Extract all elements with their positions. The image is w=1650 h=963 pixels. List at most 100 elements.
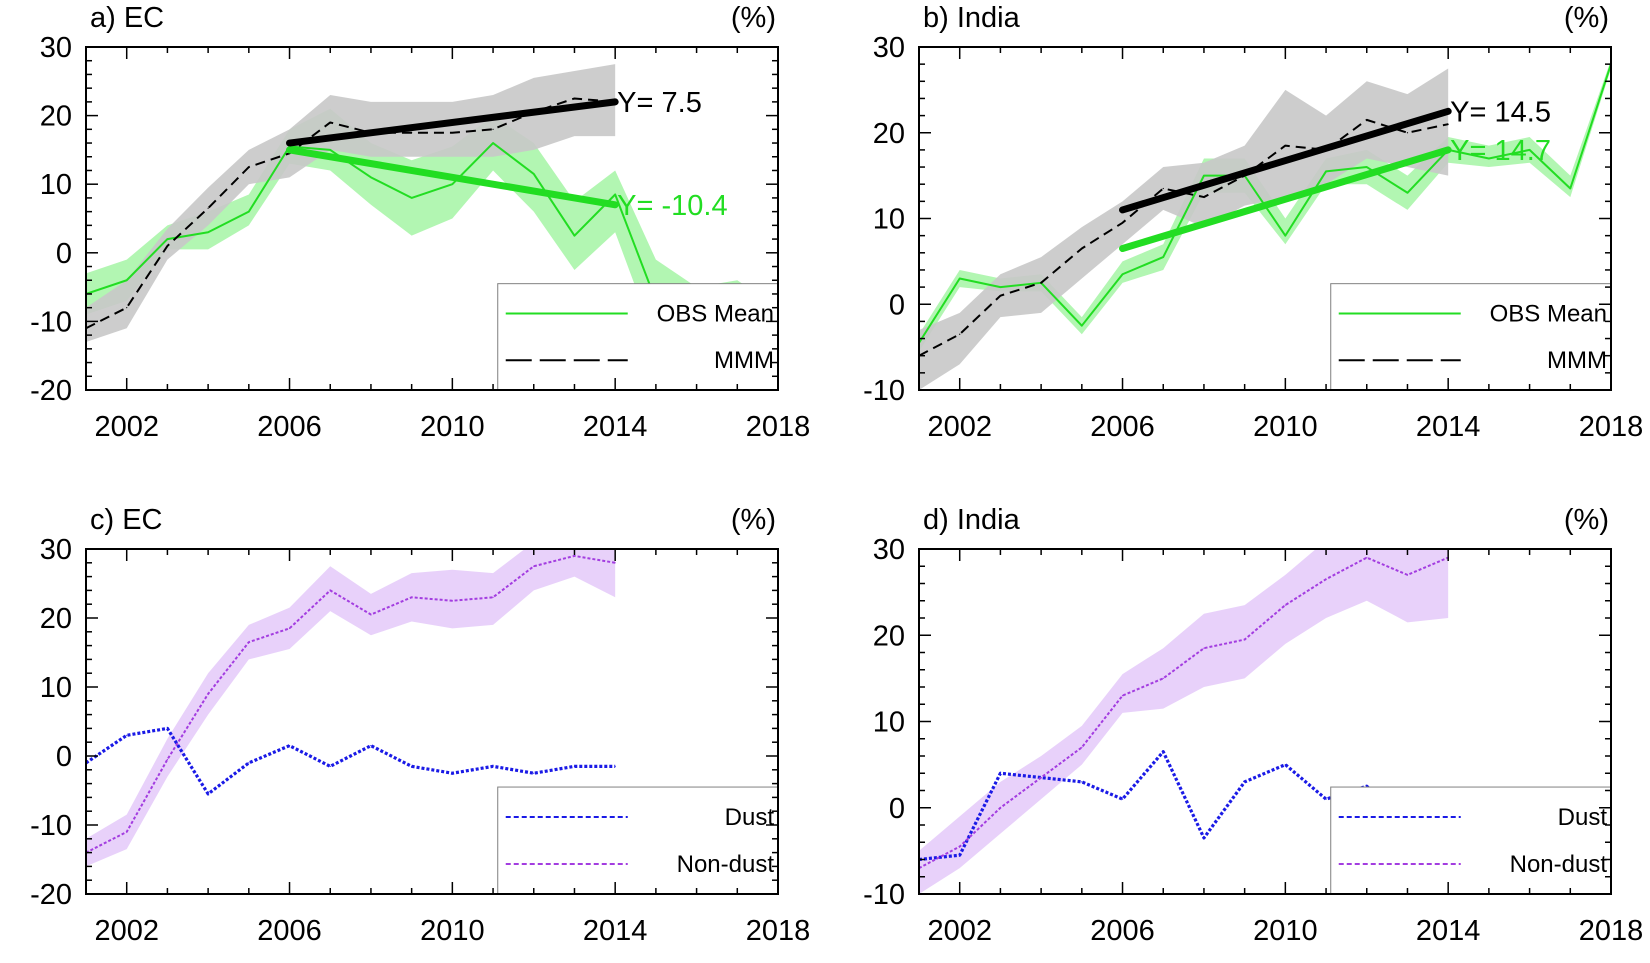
data-point-nondust [1203, 647, 1205, 649]
x-tick-label: 2006 [1090, 915, 1155, 947]
x-tick-label: 2010 [1253, 915, 1318, 947]
x-tick-label: 2002 [94, 915, 159, 947]
data-point-dust [248, 762, 250, 764]
legend-label-mmm: MMM [1547, 347, 1607, 374]
data-point-obs [614, 193, 616, 196]
trend-label-0: Y= 7.5 [617, 87, 702, 119]
data-point-obs [1203, 175, 1205, 177]
data-point-obs [1284, 235, 1286, 237]
data-point-nondust [1121, 695, 1124, 697]
y-tick-label: -10 [30, 306, 72, 338]
data-point-dust [1121, 798, 1124, 800]
trend-line-1 [286, 146, 619, 209]
y-tick-label: 30 [873, 534, 905, 566]
data-point-nondust [1366, 557, 1368, 559]
legend-label-nondust: Non-dust [677, 851, 775, 878]
data-point-obs [126, 279, 128, 281]
data-point-obs [999, 286, 1002, 288]
x-tick-label: 2002 [94, 411, 159, 443]
legend-box [1330, 786, 1612, 895]
data-point-nondust [573, 555, 576, 557]
data-point-obs [248, 211, 250, 213]
data-point-nondust [959, 845, 961, 848]
y-tick-label: 0 [889, 289, 905, 321]
data-point-obs [1121, 273, 1124, 275]
x-tick-label: 2006 [257, 915, 322, 947]
x-tick-label: 2014 [583, 411, 648, 443]
y-tick-label: 10 [873, 707, 905, 739]
data-point-dust [451, 772, 453, 774]
plot-area [86, 549, 616, 867]
series-line-nondust [86, 554, 616, 854]
data-point-nondust [1081, 746, 1083, 748]
x-tick-label: 2006 [1090, 411, 1155, 443]
data-point-nondust [1040, 776, 1042, 779]
data-point-mmm [492, 128, 494, 130]
trend-line-0 [1119, 107, 1452, 214]
data-point-obs [573, 235, 576, 237]
data-point-obs [329, 149, 331, 151]
y-tick-label: 20 [40, 101, 72, 133]
data-point-nondust [288, 627, 291, 629]
data-point-nondust [126, 831, 128, 833]
panel-title: b) India [923, 2, 1021, 34]
y-tick-label: 0 [56, 741, 72, 773]
data-point-obs [1162, 256, 1164, 258]
data-point-nondust [1244, 638, 1246, 641]
y-tick-label: 0 [889, 793, 905, 825]
data-point-nondust [1284, 604, 1286, 606]
y-tick-label: 0 [56, 238, 72, 270]
band-nondust [919, 549, 1449, 894]
trend-label-0: Y= 14.5 [1450, 96, 1551, 128]
data-point-dust [533, 772, 535, 774]
panel-unit: (%) [731, 504, 776, 536]
x-tick-label: 2002 [927, 915, 992, 947]
data-point-dust [999, 772, 1002, 774]
data-point-nondust [370, 613, 372, 616]
x-tick-label: 2010 [420, 411, 485, 443]
legend-box [497, 786, 779, 895]
data-point-obs [959, 277, 961, 280]
panel-title: a) EC [90, 2, 164, 34]
data-point-mmm [573, 97, 576, 100]
data-point-dust [370, 745, 372, 747]
x-tick-label: 2014 [1416, 915, 1481, 947]
x-tick-label: 2018 [746, 915, 811, 947]
data-point-obs [1406, 192, 1409, 194]
data-point-nondust [411, 596, 413, 598]
data-point-dust [614, 765, 616, 767]
data-point-mmm [126, 307, 128, 309]
data-point-nondust [533, 565, 535, 567]
data-point-mmm [1447, 123, 1449, 125]
data-point-dust [1366, 785, 1368, 787]
data-point-nondust [1406, 574, 1409, 576]
x-tick-label: 2014 [583, 915, 648, 947]
y-tick-label: -20 [30, 375, 72, 407]
data-point-dust [1325, 798, 1327, 800]
series-line-nondust [919, 556, 1449, 870]
data-point-dust [1203, 837, 1205, 839]
legend-box [497, 283, 779, 391]
data-point-obs [370, 176, 372, 178]
data-point-obs [207, 231, 209, 233]
x-tick-label: 2014 [1416, 411, 1481, 443]
data-point-dust [207, 793, 209, 795]
panel-unit: (%) [731, 2, 776, 34]
band-nondust [86, 549, 616, 867]
panel-unit: (%) [1564, 2, 1609, 34]
x-tick-label: 2010 [1253, 411, 1318, 443]
data-point-dust [959, 854, 961, 856]
series-line-dust [86, 726, 616, 796]
legend-label-nondust: Non-dust [1510, 851, 1608, 878]
data-point-dust [1284, 764, 1286, 766]
data-point-mmm [1203, 196, 1205, 198]
legend: OBS Mean MMM [497, 283, 779, 391]
data-point-obs [492, 142, 494, 144]
x-tick-label: 2002 [927, 411, 992, 443]
y-tick-label: 10 [873, 204, 905, 236]
data-point-dust [1081, 781, 1083, 783]
data-point-dust [1162, 751, 1164, 753]
